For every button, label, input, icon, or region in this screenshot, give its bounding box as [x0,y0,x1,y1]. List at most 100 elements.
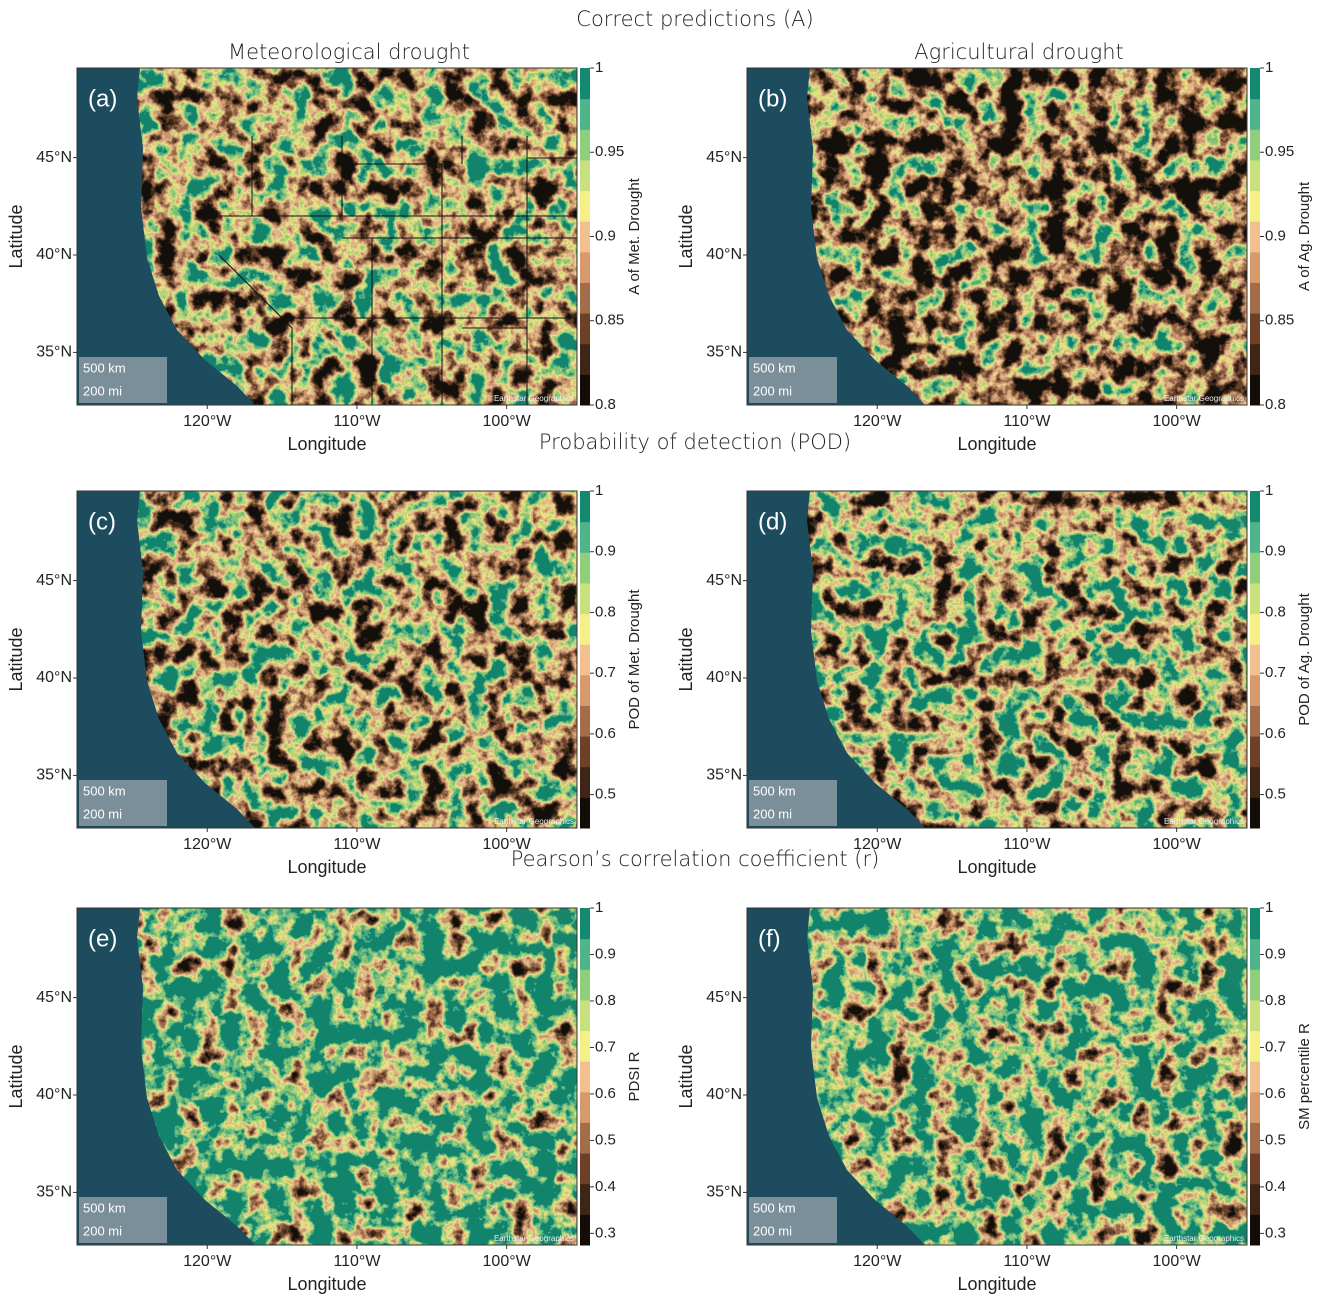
colorbar-cell [1250,1031,1260,1062]
column-title: Agricultural drought [914,40,1124,64]
scale-label: 500 km [753,360,796,375]
colorbar-cell [1250,614,1260,645]
colorbar-cell [580,282,590,313]
colorbar-cell [1250,1122,1260,1153]
colorbar-tick-label: 0.9 [595,945,616,962]
colorbar-tick-label: 1 [595,59,603,76]
colorbar-label: POD of Met. Drought [626,589,643,730]
y-tick-label: 45°N [36,149,72,166]
colorbar-cell [580,344,590,375]
colorbar-cell [580,583,590,614]
colorbar-tick-label: 0.9 [1265,945,1286,962]
scale-label: 200 mi [83,806,122,821]
colorbar-cell [580,522,590,553]
colorbar-cell [1250,68,1260,99]
colorbar-cell [580,908,590,939]
panel-label: (f) [758,925,781,952]
colorbar-tick-label: 0.85 [1265,312,1294,329]
map-panel [747,491,1247,828]
colorbar-tick-label: 1 [1265,59,1273,76]
panel-label: (d) [758,508,787,535]
colorbar-cell [1250,344,1260,375]
panel-label: (b) [758,85,787,112]
x-tick-label: 110°W [333,413,381,430]
colorbar-cell [1250,1184,1260,1215]
colorbar-tick-label: 0.6 [595,725,616,742]
x-tick-label: 110°W [1003,1253,1051,1270]
colorbar-tick-label: 0.95 [1265,143,1294,160]
colorbar-cell [1250,160,1260,191]
y-tick-label: 45°N [706,989,742,1006]
scale-label: 200 mi [83,1223,122,1238]
x-tick-label: 110°W [333,836,381,853]
y-tick-label: 45°N [36,989,72,1006]
y-tick-label: 35°N [36,767,72,784]
x-tick-label: 120°W [853,1253,902,1270]
y-tick-label: 40°N [36,1086,72,1103]
colorbar-cell [1250,374,1260,405]
y-tick-label: 40°N [36,246,72,263]
colorbar-cell [1250,644,1260,675]
section-title: Probability of detection (POD) [539,430,851,454]
x-tick-label: 120°W [183,1253,232,1270]
colorbar-cell [580,552,590,583]
colorbar-cell [1250,552,1260,583]
attribution: Earthstar Geographics [1164,817,1244,826]
colorbar-tick-label: 0.8 [595,603,616,620]
y-tick-label: 45°N [706,149,742,166]
panel-label: (a) [88,85,117,112]
colorbar-label: PDSI R [626,1051,643,1101]
colorbar-cell [580,1122,590,1153]
colorbar-tick-label: 0.8 [1265,396,1286,413]
x-tick-label: 100°W [1153,413,1202,430]
colorbar-tick-label: 0.6 [1265,1085,1286,1102]
y-tick-label: 35°N [706,344,742,361]
colorbar-cell [1250,583,1260,614]
colorbar-tick-label: 0.9 [1265,227,1286,244]
colorbar-tick-label: 0.9 [595,543,616,560]
colorbar-cell [1250,705,1260,736]
colorbar-cell [580,313,590,344]
scale-label: 200 mi [753,806,792,821]
x-tick-label: 100°W [1153,1253,1202,1270]
colorbar-cell [580,1061,590,1092]
x-tick-label: 120°W [183,413,232,430]
x-tick-label: 100°W [1153,836,1202,853]
colorbar-tick-label: 0.5 [595,786,616,803]
scale-label: 200 mi [83,383,122,398]
colorbar-cell [580,614,590,645]
x-tick-label: 120°W [183,836,232,853]
x-tick-label: 110°W [333,1253,381,1270]
colorbar-tick-label: 0.7 [1265,1038,1286,1055]
panel-label: (c) [88,508,116,535]
colorbar-tick-label: 0.6 [1265,725,1286,742]
colorbar-tick-label: 0.8 [1265,992,1286,1009]
y-tick-label: 40°N [706,1086,742,1103]
x-axis-label: Longitude [287,434,366,454]
attribution: Earthstar Geographics [494,394,574,403]
colorbar-cell [580,374,590,405]
y-axis-label: Latitude [676,627,696,691]
colorbar-tick-label: 0.7 [1265,664,1286,681]
colorbar-cell [1250,767,1260,798]
colorbar-cell [580,767,590,798]
colorbar-cell [580,221,590,252]
colorbar-tick-label: 1 [1265,482,1273,499]
colorbar-cell [580,1184,590,1215]
colorbar-tick-label: 0.95 [595,143,624,160]
x-tick-label: 110°W [1003,836,1051,853]
y-tick-label: 45°N [36,572,72,589]
colorbar-tick-label: 0.5 [595,1131,616,1148]
x-axis-label: Longitude [287,857,366,877]
section-title: Pearson’s correlation coefficient (r) [511,847,880,871]
colorbar-cell [1250,99,1260,130]
column-title: Meteorological drought [228,40,470,64]
y-axis-label: Latitude [676,1044,696,1108]
colorbar-cell [1250,675,1260,706]
y-tick-label: 40°N [706,669,742,686]
colorbar-cell [580,939,590,970]
x-tick-label: 120°W [853,413,902,430]
colorbar-cell [580,1153,590,1184]
colorbar-cell [1250,1153,1260,1184]
colorbar-tick-label: 0.5 [1265,786,1286,803]
